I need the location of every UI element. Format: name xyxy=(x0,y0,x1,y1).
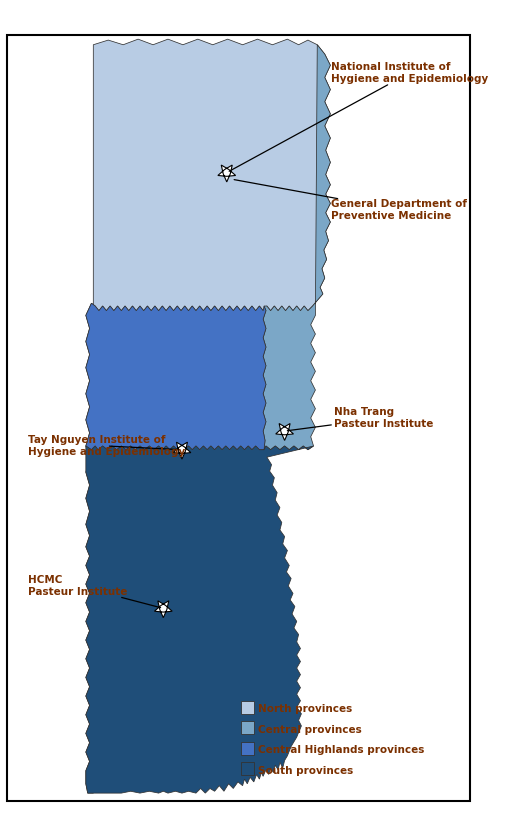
Polygon shape xyxy=(263,45,330,450)
Text: Central Highlands provinces: Central Highlands provinces xyxy=(259,745,425,755)
Polygon shape xyxy=(86,446,313,793)
Bar xyxy=(241,762,254,775)
Polygon shape xyxy=(173,442,191,459)
Text: South provinces: South provinces xyxy=(259,766,354,776)
Bar xyxy=(241,701,254,714)
Polygon shape xyxy=(275,424,293,441)
Polygon shape xyxy=(154,601,172,618)
Text: Nha Trang
Pasteur Institute: Nha Trang Pasteur Institute xyxy=(287,407,433,431)
Text: Tay Nguyen Institute of
Hygiene and Epidemiology: Tay Nguyen Institute of Hygiene and Epid… xyxy=(28,436,185,456)
Text: HCMC
Pasteur Institute: HCMC Pasteur Institute xyxy=(28,575,161,608)
Polygon shape xyxy=(86,303,266,450)
Text: Central provinces: Central provinces xyxy=(259,725,362,735)
Polygon shape xyxy=(218,165,235,182)
Polygon shape xyxy=(86,39,330,793)
Text: General Department of
Preventive Medicine: General Department of Preventive Medicin… xyxy=(234,180,467,221)
Text: National Institute of
Hygiene and Epidemiology: National Institute of Hygiene and Epidem… xyxy=(229,62,488,171)
Text: North provinces: North provinces xyxy=(259,704,353,714)
Bar xyxy=(241,721,254,734)
Bar xyxy=(241,742,254,755)
